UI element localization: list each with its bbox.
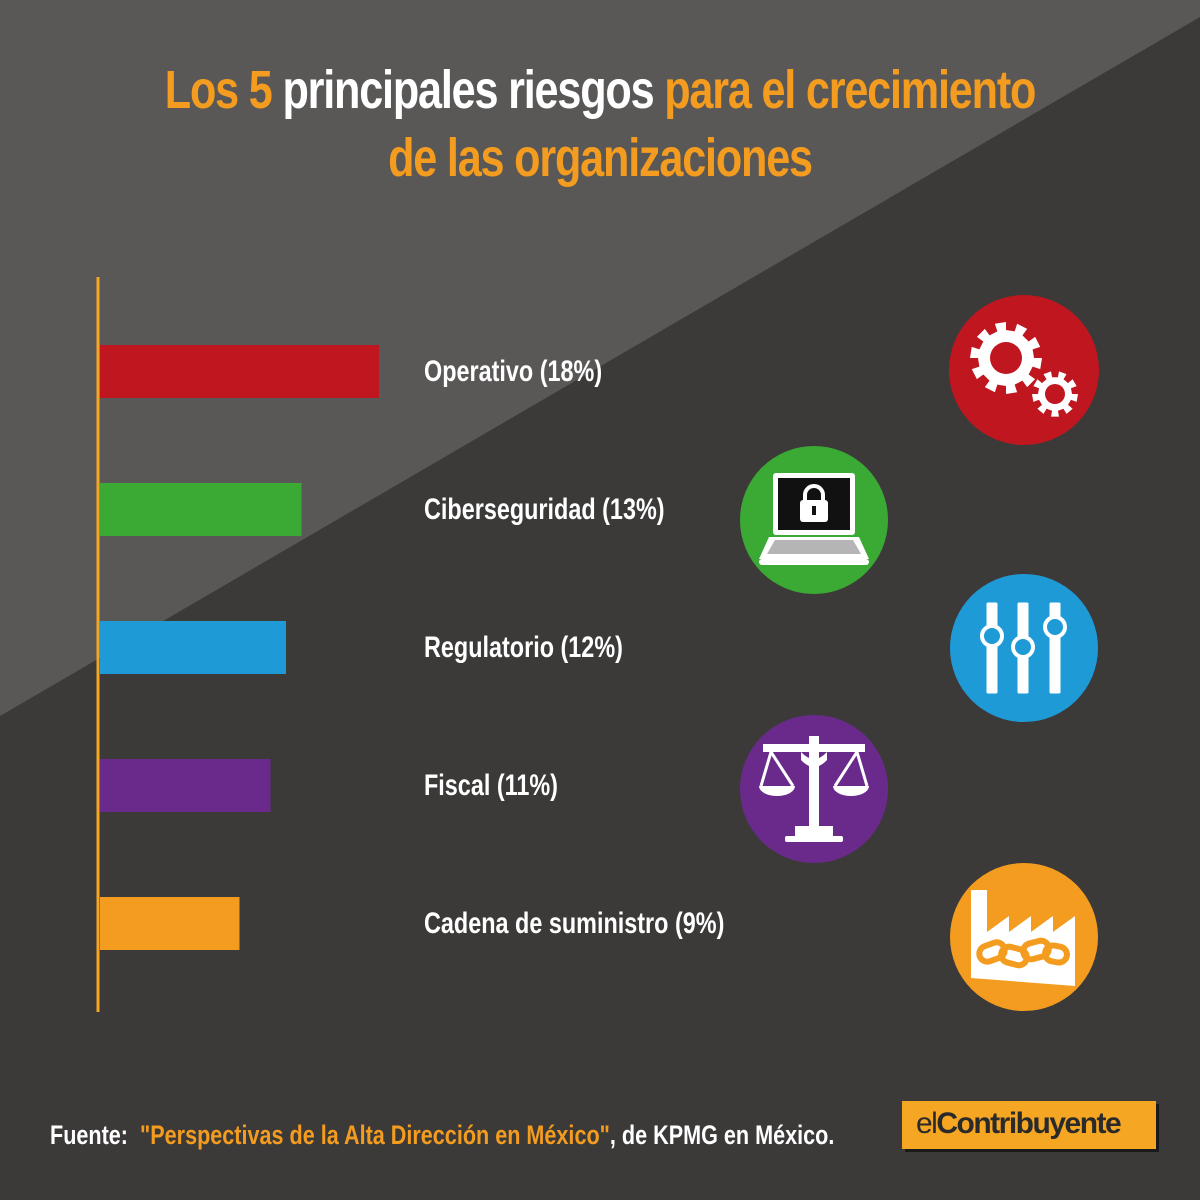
brand-logo: elContribuyente: [902, 1101, 1156, 1149]
sliders-icon: [950, 574, 1098, 722]
bar-cadena-de-suministro: [100, 897, 240, 950]
bar-label: Cadena de suministro (9%): [424, 906, 725, 940]
bar-label: Operativo (18%): [424, 354, 603, 388]
source-rest: , de KPMG en México.: [609, 1120, 835, 1150]
bar-fiscal: [100, 759, 271, 812]
factory-chain-icon: [950, 863, 1098, 1011]
title-part-c: para el crecimiento: [664, 60, 1036, 120]
bar-label: Ciberseguridad (13%): [424, 492, 665, 526]
title-line-1: Los 5 principales riesgos para el crecim…: [120, 56, 1080, 124]
logo-part-1: el: [916, 1107, 938, 1140]
bar-label: Regulatorio (12%): [424, 630, 623, 664]
bar-ciberseguridad: [100, 483, 302, 536]
laptop-lock-icon: [740, 446, 888, 594]
scales-icon: [740, 715, 888, 863]
bar-operativo: [100, 345, 379, 398]
gears-icon: [949, 295, 1099, 445]
bar-label: Fiscal (11%): [424, 768, 558, 802]
title-part-b: principales riesgos: [282, 60, 654, 120]
chart-title: Los 5 principales riesgos para el crecim…: [120, 56, 1080, 192]
source-title: "Perspectivas de la Alta Dirección en Mé…: [140, 1120, 610, 1150]
title-part-a: Los 5: [164, 60, 273, 120]
diagonal-band: [0, 0, 1200, 716]
title-line-2: de las organizaciones: [388, 128, 813, 188]
source-lead: Fuente:: [50, 1120, 128, 1150]
bar-regulatorio: [100, 621, 286, 674]
source-footer: Fuente: "Perspectivas de la Alta Direcci…: [50, 1120, 834, 1151]
logo-part-2: Contribuyente: [936, 1107, 1121, 1140]
